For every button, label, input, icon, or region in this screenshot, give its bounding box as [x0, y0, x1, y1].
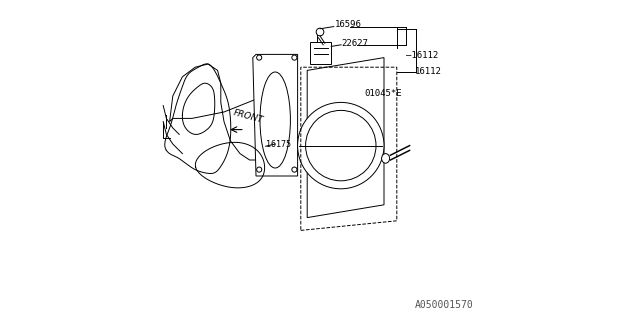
PathPatch shape	[310, 42, 332, 64]
Text: 16175: 16175	[266, 140, 291, 149]
PathPatch shape	[170, 64, 288, 160]
Text: 22627: 22627	[342, 39, 369, 48]
Text: 01045*E: 01045*E	[365, 89, 403, 98]
Ellipse shape	[260, 72, 291, 168]
Circle shape	[292, 167, 297, 172]
Circle shape	[292, 55, 297, 60]
PathPatch shape	[307, 58, 384, 218]
Text: FRONT: FRONT	[232, 108, 264, 125]
Text: —16112: —16112	[406, 51, 438, 60]
Circle shape	[316, 28, 324, 36]
Text: 16112: 16112	[415, 67, 441, 76]
Circle shape	[257, 167, 262, 172]
PathPatch shape	[253, 54, 298, 176]
Text: A050001570: A050001570	[415, 300, 474, 310]
Circle shape	[298, 102, 384, 189]
Ellipse shape	[381, 154, 390, 163]
Text: 16596: 16596	[334, 20, 361, 29]
Circle shape	[257, 55, 262, 60]
Ellipse shape	[306, 110, 376, 181]
